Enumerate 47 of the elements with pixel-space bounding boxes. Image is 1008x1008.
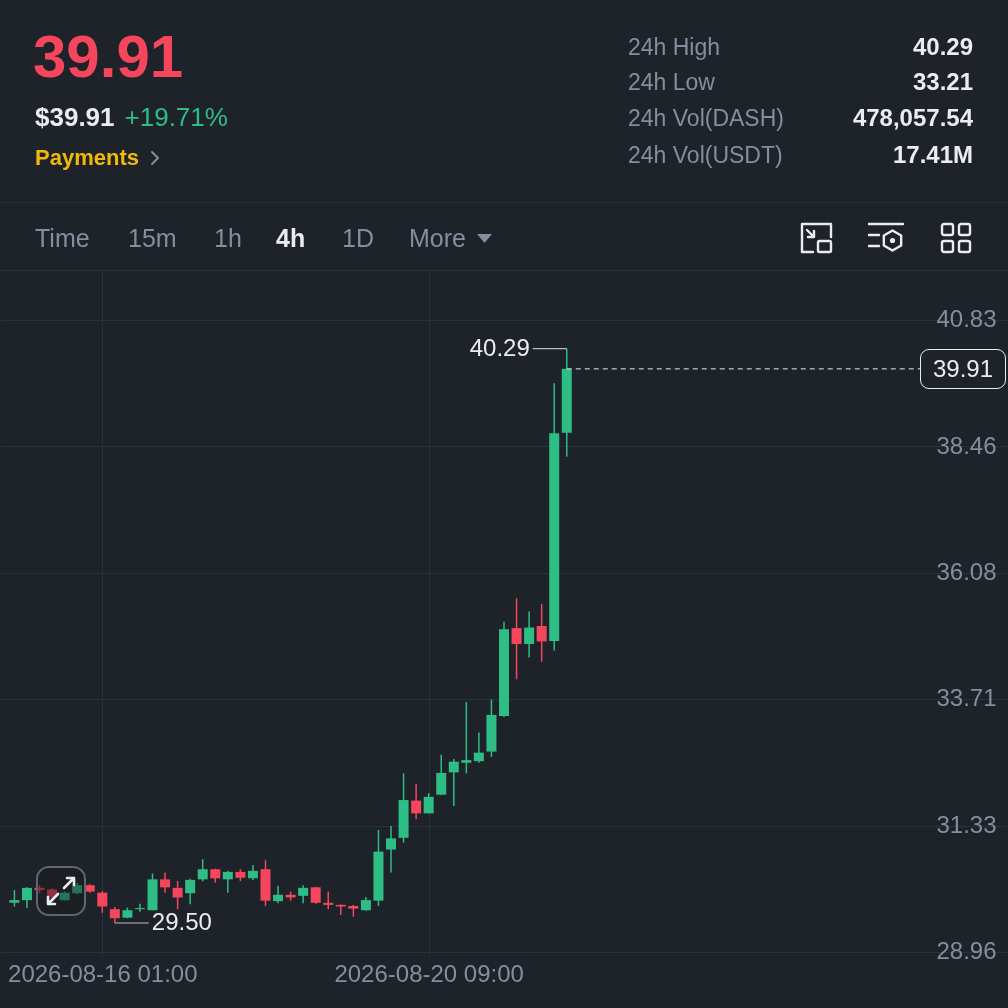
candlestick <box>511 597 522 680</box>
candlestick <box>197 858 208 883</box>
text: 1h <box>214 224 242 252</box>
candlestick <box>172 880 183 910</box>
text: 24h Vol(DASH) <box>628 104 784 131</box>
text: 1D <box>342 224 374 252</box>
candlestick <box>411 783 422 820</box>
x-tick-label: 2026-08-16 01:00 <box>8 959 198 987</box>
y-tick-label: 28.96 <box>936 937 997 965</box>
text: 40.29 <box>912 33 973 60</box>
text: 24h High <box>628 33 721 60</box>
candlestick <box>21 886 32 909</box>
candlestick <box>298 884 309 905</box>
text: 17.41M <box>892 141 973 168</box>
text: 24h Low <box>628 68 715 95</box>
text: 4h <box>276 224 306 252</box>
candlestick <box>160 871 171 894</box>
y-tick-label: 36.08 <box>936 558 997 586</box>
y-tick-label: 38.46 <box>936 431 997 459</box>
text: 478,057.54 <box>852 104 973 131</box>
annotation: 29.50 <box>151 908 212 935</box>
y-tick-label: 40.83 <box>936 305 997 333</box>
text: +19.71% <box>124 102 228 132</box>
y-tick-label: 31.33 <box>936 811 997 839</box>
candlestick <box>536 603 547 663</box>
y-tick-label: 33.71 <box>936 684 997 712</box>
candlestick <box>448 758 459 807</box>
ref-line-label: 39.91 <box>919 348 1006 389</box>
candlestick <box>97 890 108 914</box>
text: $39.91 <box>35 102 115 132</box>
text: More <box>409 224 466 252</box>
annotation: 40.29 <box>469 333 530 361</box>
text: 15m <box>128 224 177 252</box>
candlestick <box>134 903 145 913</box>
text: 39.91 <box>33 23 184 90</box>
x-tick-label: 2026-08-20 09:00 <box>334 959 524 987</box>
candlestick <box>436 754 447 796</box>
candlestick <box>185 878 196 906</box>
text: 24h Vol(USDT) <box>628 141 783 168</box>
candlestick <box>222 870 233 894</box>
candlestick <box>524 610 535 659</box>
candlestick <box>461 701 472 775</box>
candlestick <box>473 731 484 764</box>
text: 33.21 <box>912 68 973 95</box>
text: Payments <box>35 145 139 170</box>
candlestick <box>386 825 397 874</box>
text: Time <box>35 224 90 252</box>
